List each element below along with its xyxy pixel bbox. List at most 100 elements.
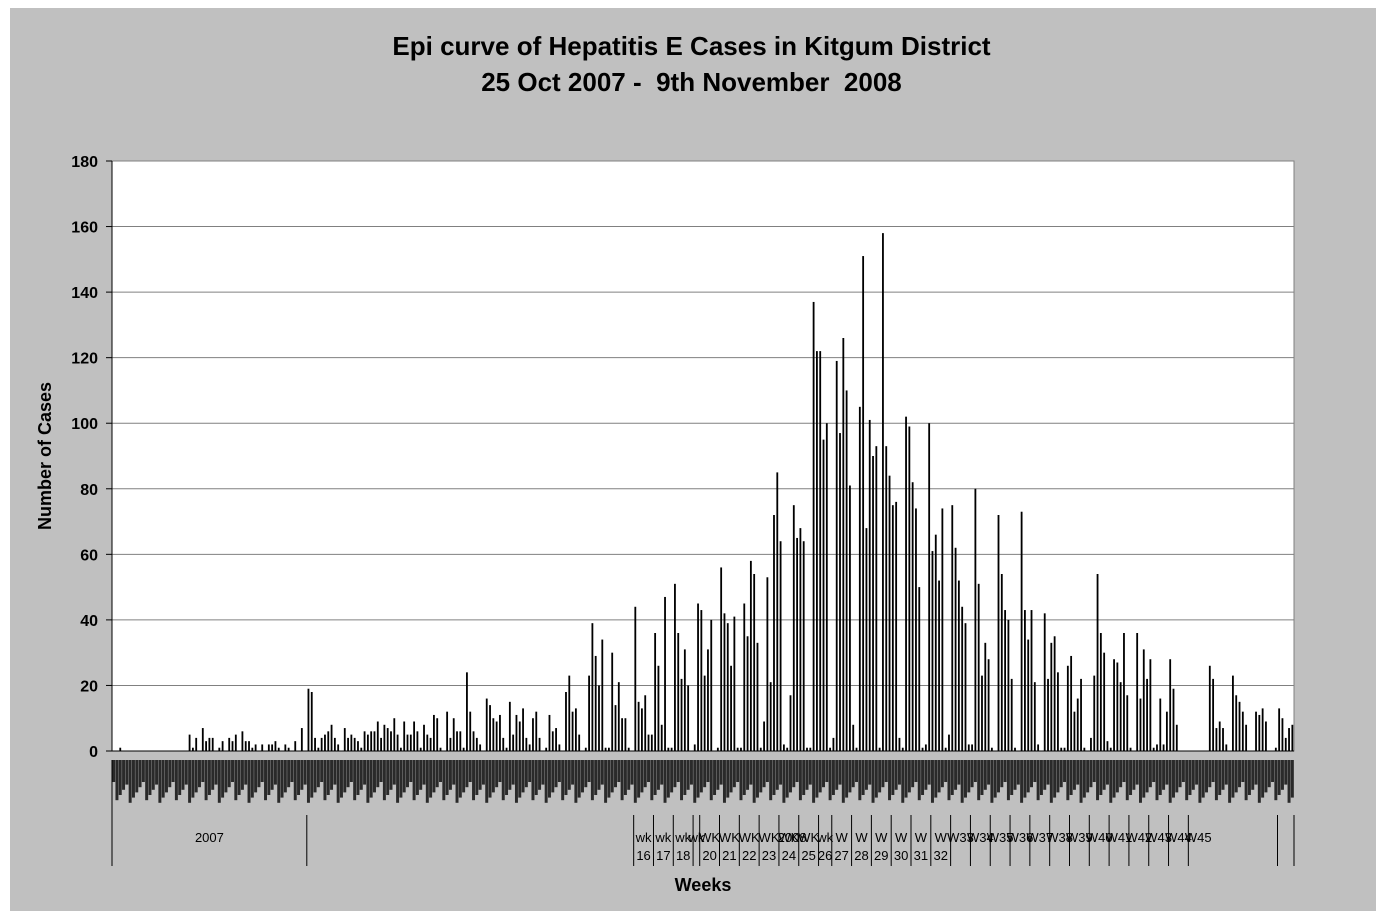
bar bbox=[383, 724, 386, 751]
bar bbox=[350, 734, 353, 751]
bar bbox=[650, 734, 653, 751]
bar bbox=[330, 724, 333, 751]
bar bbox=[693, 744, 696, 751]
bar bbox=[1172, 688, 1175, 751]
bar bbox=[495, 721, 498, 751]
bar bbox=[1142, 649, 1145, 751]
bar bbox=[578, 734, 581, 751]
y-axis: 0 20 40 60 80 100 120 140 160 180 bbox=[71, 154, 1294, 761]
bar bbox=[568, 675, 571, 751]
bar bbox=[525, 737, 528, 751]
bar bbox=[1047, 678, 1049, 751]
bar bbox=[419, 747, 422, 751]
bar bbox=[1159, 698, 1162, 751]
week-label: WK bbox=[759, 830, 780, 845]
bar bbox=[545, 747, 548, 751]
bar bbox=[868, 419, 871, 751]
week-number-label: 30 bbox=[894, 848, 908, 863]
week-label: WK bbox=[719, 830, 740, 845]
bar bbox=[1218, 721, 1221, 751]
bar bbox=[1241, 711, 1244, 751]
bar bbox=[515, 714, 518, 751]
bar bbox=[670, 747, 673, 751]
week-label: WK bbox=[739, 830, 760, 845]
bar bbox=[565, 692, 567, 751]
bar bbox=[1010, 678, 1013, 751]
y-tick-label: 20 bbox=[80, 678, 98, 695]
bar bbox=[839, 433, 841, 751]
bar bbox=[231, 741, 234, 751]
bar bbox=[413, 721, 416, 751]
bar bbox=[426, 734, 429, 751]
bar bbox=[188, 734, 191, 751]
bar bbox=[284, 744, 287, 751]
bar bbox=[522, 708, 524, 751]
bar bbox=[974, 488, 977, 751]
week-label: W39 bbox=[1066, 830, 1093, 845]
bar bbox=[842, 338, 845, 751]
bar bbox=[934, 534, 937, 751]
bar bbox=[697, 603, 699, 751]
bar bbox=[1136, 633, 1139, 751]
bar bbox=[799, 528, 802, 751]
bar bbox=[740, 747, 742, 751]
bar bbox=[373, 731, 376, 751]
week-number-label: 17 bbox=[656, 848, 670, 863]
bar bbox=[707, 649, 709, 751]
bar bbox=[743, 603, 746, 751]
bar bbox=[433, 714, 435, 751]
bar bbox=[337, 744, 340, 751]
bar bbox=[703, 675, 706, 751]
bar bbox=[1096, 574, 1099, 751]
bar bbox=[971, 744, 973, 751]
bar bbox=[505, 747, 508, 751]
bar bbox=[901, 747, 904, 751]
bar bbox=[532, 718, 534, 751]
bar bbox=[862, 256, 865, 751]
bar bbox=[307, 688, 310, 751]
week-label: W35 bbox=[987, 830, 1014, 845]
bar bbox=[1222, 728, 1224, 751]
bar bbox=[1208, 665, 1211, 751]
bar bbox=[1232, 675, 1234, 751]
bar bbox=[1169, 659, 1172, 751]
bar bbox=[756, 642, 759, 751]
week-number-label: 29 bbox=[874, 848, 888, 863]
bar bbox=[948, 734, 950, 751]
bar bbox=[324, 734, 326, 751]
week-number-label: 25 bbox=[801, 848, 815, 863]
year-label: 2007 bbox=[195, 830, 224, 845]
bar bbox=[1146, 678, 1148, 751]
week-label: W43 bbox=[1145, 830, 1172, 845]
week-label: W bbox=[935, 830, 948, 845]
bar bbox=[908, 426, 911, 751]
bar bbox=[591, 623, 594, 751]
bar bbox=[1278, 708, 1281, 751]
bar bbox=[723, 613, 726, 751]
bar bbox=[1050, 642, 1053, 751]
bar bbox=[555, 728, 557, 751]
bar bbox=[997, 515, 1000, 751]
bar bbox=[499, 714, 501, 751]
bar bbox=[1274, 747, 1277, 751]
bar bbox=[710, 619, 713, 751]
bar bbox=[1284, 737, 1287, 751]
week-number-label: 20 bbox=[702, 848, 716, 863]
week-label: W45 bbox=[1185, 830, 1212, 845]
bar bbox=[449, 737, 452, 751]
week-label: WK bbox=[798, 830, 819, 845]
bar bbox=[1156, 744, 1158, 751]
bar bbox=[1066, 665, 1069, 751]
bar bbox=[300, 728, 303, 751]
bar bbox=[981, 675, 983, 751]
bar bbox=[786, 747, 789, 751]
bar bbox=[941, 508, 944, 751]
bar bbox=[370, 731, 373, 751]
bar bbox=[366, 734, 369, 751]
bar bbox=[191, 747, 194, 751]
bar bbox=[598, 685, 600, 751]
bar bbox=[1109, 747, 1112, 751]
bar bbox=[1083, 747, 1086, 751]
week-label: W44 bbox=[1165, 830, 1192, 845]
bar bbox=[416, 731, 419, 751]
